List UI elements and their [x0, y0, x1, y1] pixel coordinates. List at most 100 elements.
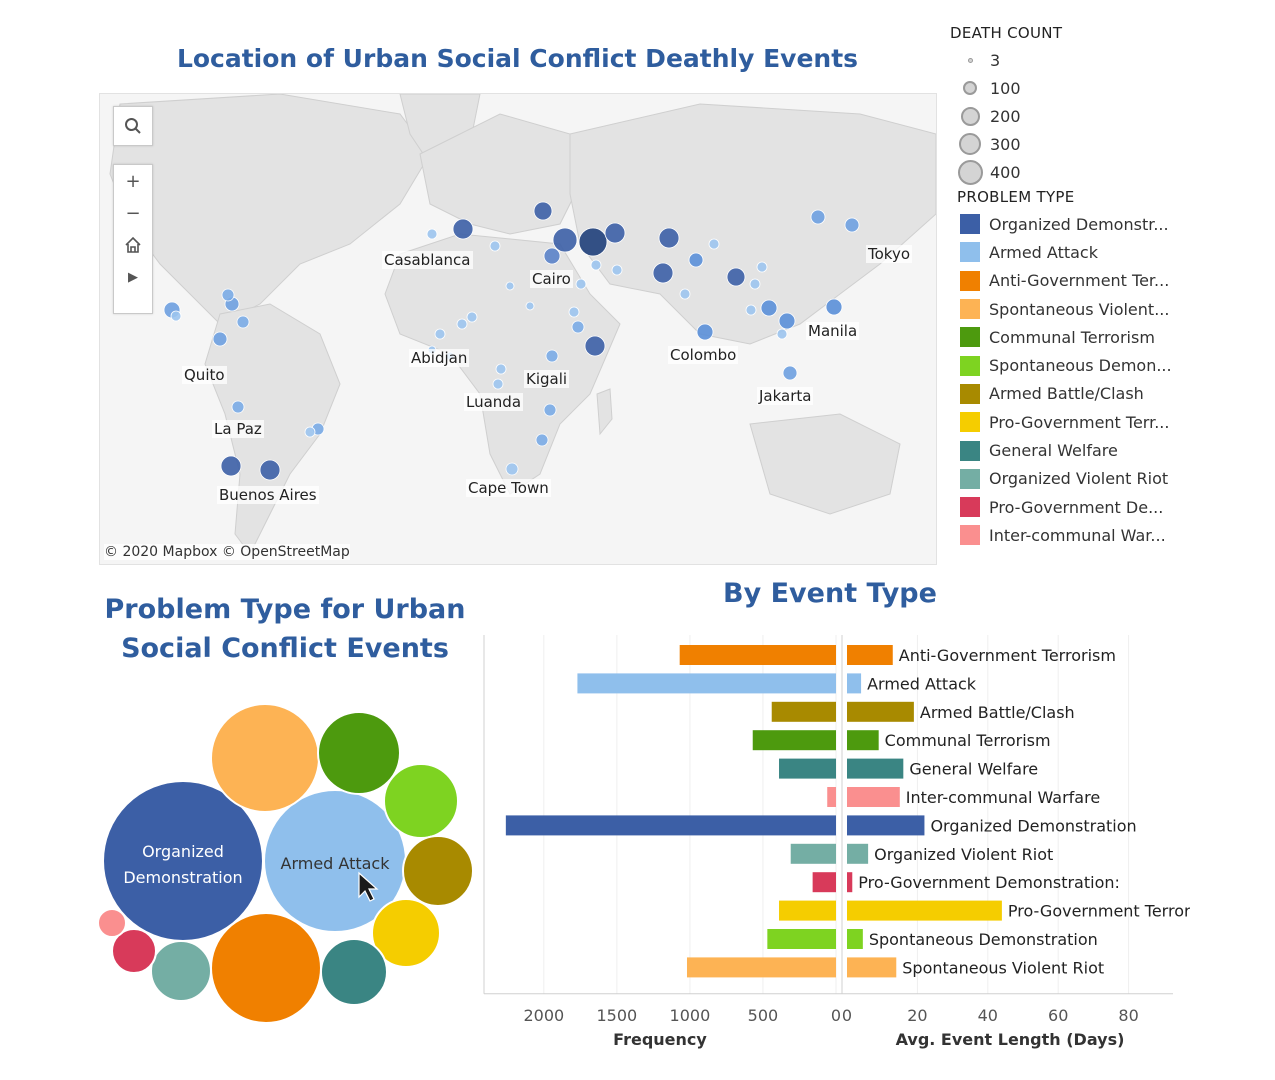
world-map[interactable]: + − ▶ Casablanca Cairo Tokyo Abidjan Kig… — [99, 93, 937, 565]
event-marker[interactable] — [604, 222, 626, 244]
event-marker[interactable] — [489, 240, 501, 252]
event-marker[interactable] — [726, 267, 746, 287]
bubble-anti-government-terrorism[interactable] — [210, 912, 322, 1024]
legend-item[interactable]: Anti-Government Ter... — [950, 267, 1270, 295]
event-marker[interactable] — [170, 310, 182, 322]
event-marker[interactable] — [778, 312, 796, 330]
frequency-bar[interactable] — [577, 673, 836, 694]
avg-length-bar[interactable] — [847, 787, 900, 807]
bubble-communal-terrorism[interactable] — [317, 711, 401, 795]
legend-item[interactable]: Organized Violent Riot — [950, 465, 1270, 493]
frequency-bar[interactable] — [752, 730, 836, 751]
legend-item[interactable]: Spontaneous Violent... — [950, 295, 1270, 323]
avg-length-bar[interactable] — [847, 929, 863, 949]
event-marker[interactable] — [533, 201, 553, 221]
event-marker[interactable] — [679, 288, 691, 300]
bubble-organized-violent-riot[interactable] — [150, 940, 212, 1002]
avg-length-bar[interactable] — [847, 872, 853, 893]
bubble-spontaneous-demonstration[interactable] — [383, 763, 459, 839]
avg-length-bar[interactable] — [847, 673, 862, 694]
frequency-bar[interactable] — [771, 701, 836, 722]
event-marker[interactable] — [466, 311, 478, 323]
event-marker[interactable] — [575, 278, 587, 290]
avg-length-bar[interactable] — [847, 957, 897, 978]
event-marker[interactable] — [456, 318, 468, 330]
event-marker[interactable] — [745, 304, 757, 316]
map-canvas[interactable] — [100, 94, 936, 564]
home-icon[interactable] — [114, 229, 152, 261]
avg-length-bar[interactable] — [847, 815, 925, 836]
map-search-tool[interactable] — [113, 106, 153, 146]
event-marker[interactable] — [696, 323, 714, 341]
event-marker[interactable] — [611, 264, 623, 276]
bubble-inter-communal-warfare[interactable] — [97, 908, 127, 938]
event-marker[interactable] — [688, 252, 704, 268]
event-marker[interactable] — [590, 259, 602, 271]
legend-item[interactable]: Inter-communal War... — [950, 521, 1270, 549]
frequency-bar[interactable] — [767, 929, 836, 949]
avg-length-bar[interactable] — [847, 645, 893, 665]
legend-item[interactable]: Spontaneous Demon... — [950, 351, 1270, 379]
event-marker[interactable] — [543, 247, 561, 265]
event-marker[interactable] — [545, 349, 559, 363]
event-marker[interactable] — [220, 455, 242, 477]
legend-item[interactable]: Pro-Government De... — [950, 493, 1270, 521]
map-attribution[interactable]: © 2020 Mapbox © OpenStreetMap — [104, 544, 350, 560]
bubble-armed-battle-clash[interactable] — [402, 835, 474, 907]
event-marker[interactable] — [525, 301, 535, 311]
frequency-bar[interactable] — [790, 843, 836, 864]
legend-item[interactable]: General Welfare — [950, 436, 1270, 464]
zoom-in-button[interactable]: + — [125, 170, 141, 192]
event-marker[interactable] — [304, 426, 316, 438]
event-marker[interactable] — [844, 217, 860, 233]
avg-length-bar[interactable] — [847, 900, 1002, 921]
event-marker[interactable] — [760, 299, 778, 317]
event-marker[interactable] — [221, 288, 235, 302]
frequency-bar[interactable] — [779, 758, 836, 779]
event-marker[interactable] — [495, 363, 507, 375]
event-marker[interactable] — [568, 306, 580, 318]
event-marker[interactable] — [543, 403, 557, 417]
avg-length-bar[interactable] — [847, 701, 914, 722]
avg-length-bar[interactable] — [847, 758, 904, 779]
frequency-bar[interactable] — [686, 957, 836, 978]
bubble-pro-government-terrorism[interactable] — [371, 898, 441, 968]
event-marker[interactable] — [776, 328, 788, 340]
event-marker[interactable] — [825, 298, 843, 316]
event-marker[interactable] — [571, 320, 585, 334]
legend-item[interactable]: Pro-Government Terr... — [950, 408, 1270, 436]
event-type-bar-chart[interactable]: Anti-Government Terrorism Armed Attack Arm… — [480, 635, 1190, 1025]
frequency-bar[interactable] — [812, 872, 836, 893]
event-marker[interactable] — [552, 227, 578, 253]
legend-item[interactable]: Armed Battle/Clash — [950, 380, 1270, 408]
event-marker[interactable] — [212, 331, 228, 347]
bubble-general-welfare[interactable] — [320, 938, 388, 1006]
event-marker[interactable] — [535, 433, 549, 447]
event-marker[interactable] — [259, 459, 281, 481]
event-marker[interactable] — [231, 400, 245, 414]
event-marker[interactable] — [782, 365, 798, 381]
event-marker[interactable] — [492, 378, 504, 390]
bubble-chart[interactable]: Organized Demonstration Armed Attack — [90, 690, 480, 1030]
bubble-spontaneous-violent-riot[interactable] — [210, 703, 320, 813]
event-marker[interactable] — [756, 261, 768, 273]
legend-item[interactable]: Communal Terrorism — [950, 323, 1270, 351]
frequency-bar[interactable] — [827, 787, 836, 807]
event-marker[interactable] — [810, 209, 826, 225]
event-marker[interactable] — [452, 218, 474, 240]
event-marker[interactable] — [505, 462, 519, 476]
frequency-bar[interactable] — [679, 645, 836, 665]
event-marker[interactable] — [578, 227, 608, 257]
search-icon[interactable] — [114, 107, 152, 145]
event-marker[interactable] — [236, 315, 250, 329]
event-marker[interactable] — [584, 335, 606, 357]
frequency-bar[interactable] — [779, 900, 836, 921]
legend-item[interactable]: Organized Demonstr... — [950, 210, 1270, 238]
event-marker[interactable] — [426, 228, 438, 240]
event-marker[interactable] — [652, 262, 674, 284]
frequency-bar[interactable] — [505, 815, 836, 836]
event-marker[interactable] — [434, 328, 446, 340]
zoom-out-button[interactable]: − — [125, 202, 141, 224]
event-marker[interactable] — [749, 278, 761, 290]
play-icon[interactable]: ▶ — [128, 269, 138, 285]
